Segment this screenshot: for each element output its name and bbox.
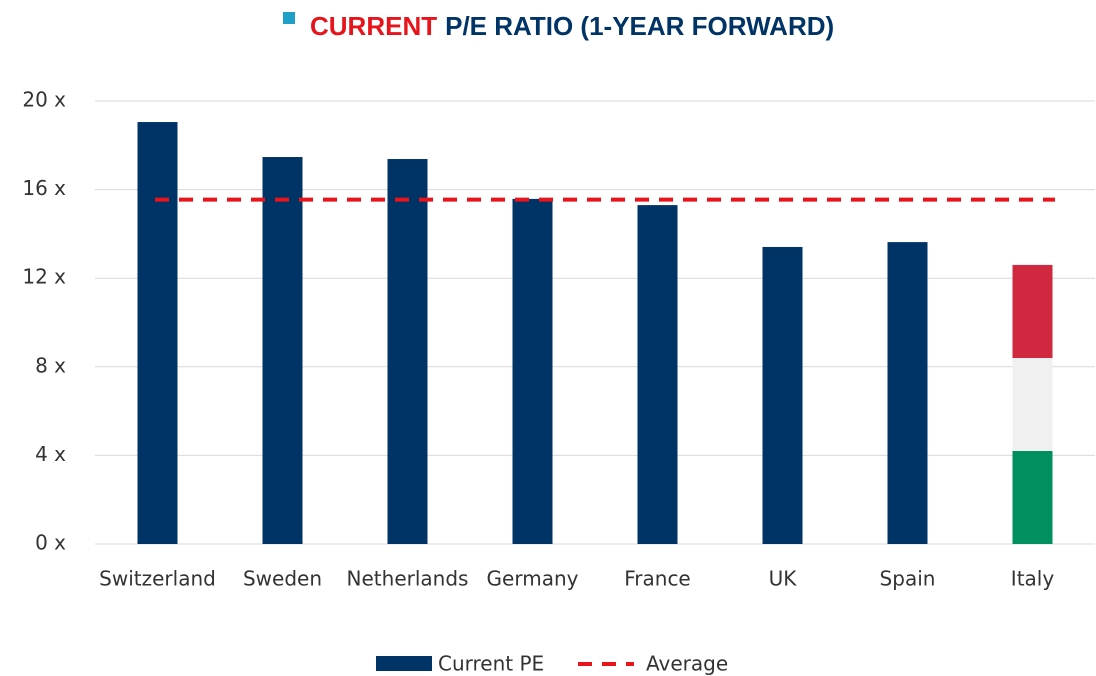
title-marker [283,12,295,24]
x-tick-label: Sweden [243,567,322,591]
bar [887,242,928,544]
x-tick-label: France [624,567,691,591]
bar [637,205,678,545]
title-part: CURRENT [310,11,437,41]
x-tick-label: Netherlands [347,567,469,591]
bar [387,159,428,544]
y-tick-label: 8 x [35,353,66,377]
title-part: P/E RATIO (1-YEAR FORWARD) [445,11,834,41]
bar [762,246,803,544]
bar [137,122,178,544]
chart-title: CURRENT P/E RATIO (1-YEAR FORWARD) [310,11,834,41]
legend-label: Average [646,652,728,676]
x-tick-label: Switzerland [99,567,216,591]
x-tick-label: Italy [1011,567,1055,591]
y-tick-label: 12 x [22,265,66,289]
bar [262,157,303,545]
x-tick-label: Spain [880,567,936,591]
x-tick-label: UK [769,567,798,591]
y-tick-label: 16 x [22,176,66,200]
bar [512,198,553,544]
x-tick-label: Germany [487,567,579,591]
legend-swatch [376,656,432,671]
bar [1012,264,1053,544]
legend-label: Current PE [438,652,544,676]
y-tick-label: 0 x [35,531,66,555]
y-tick-label: 4 x [35,442,66,466]
y-tick-label: 20 x [22,88,66,112]
